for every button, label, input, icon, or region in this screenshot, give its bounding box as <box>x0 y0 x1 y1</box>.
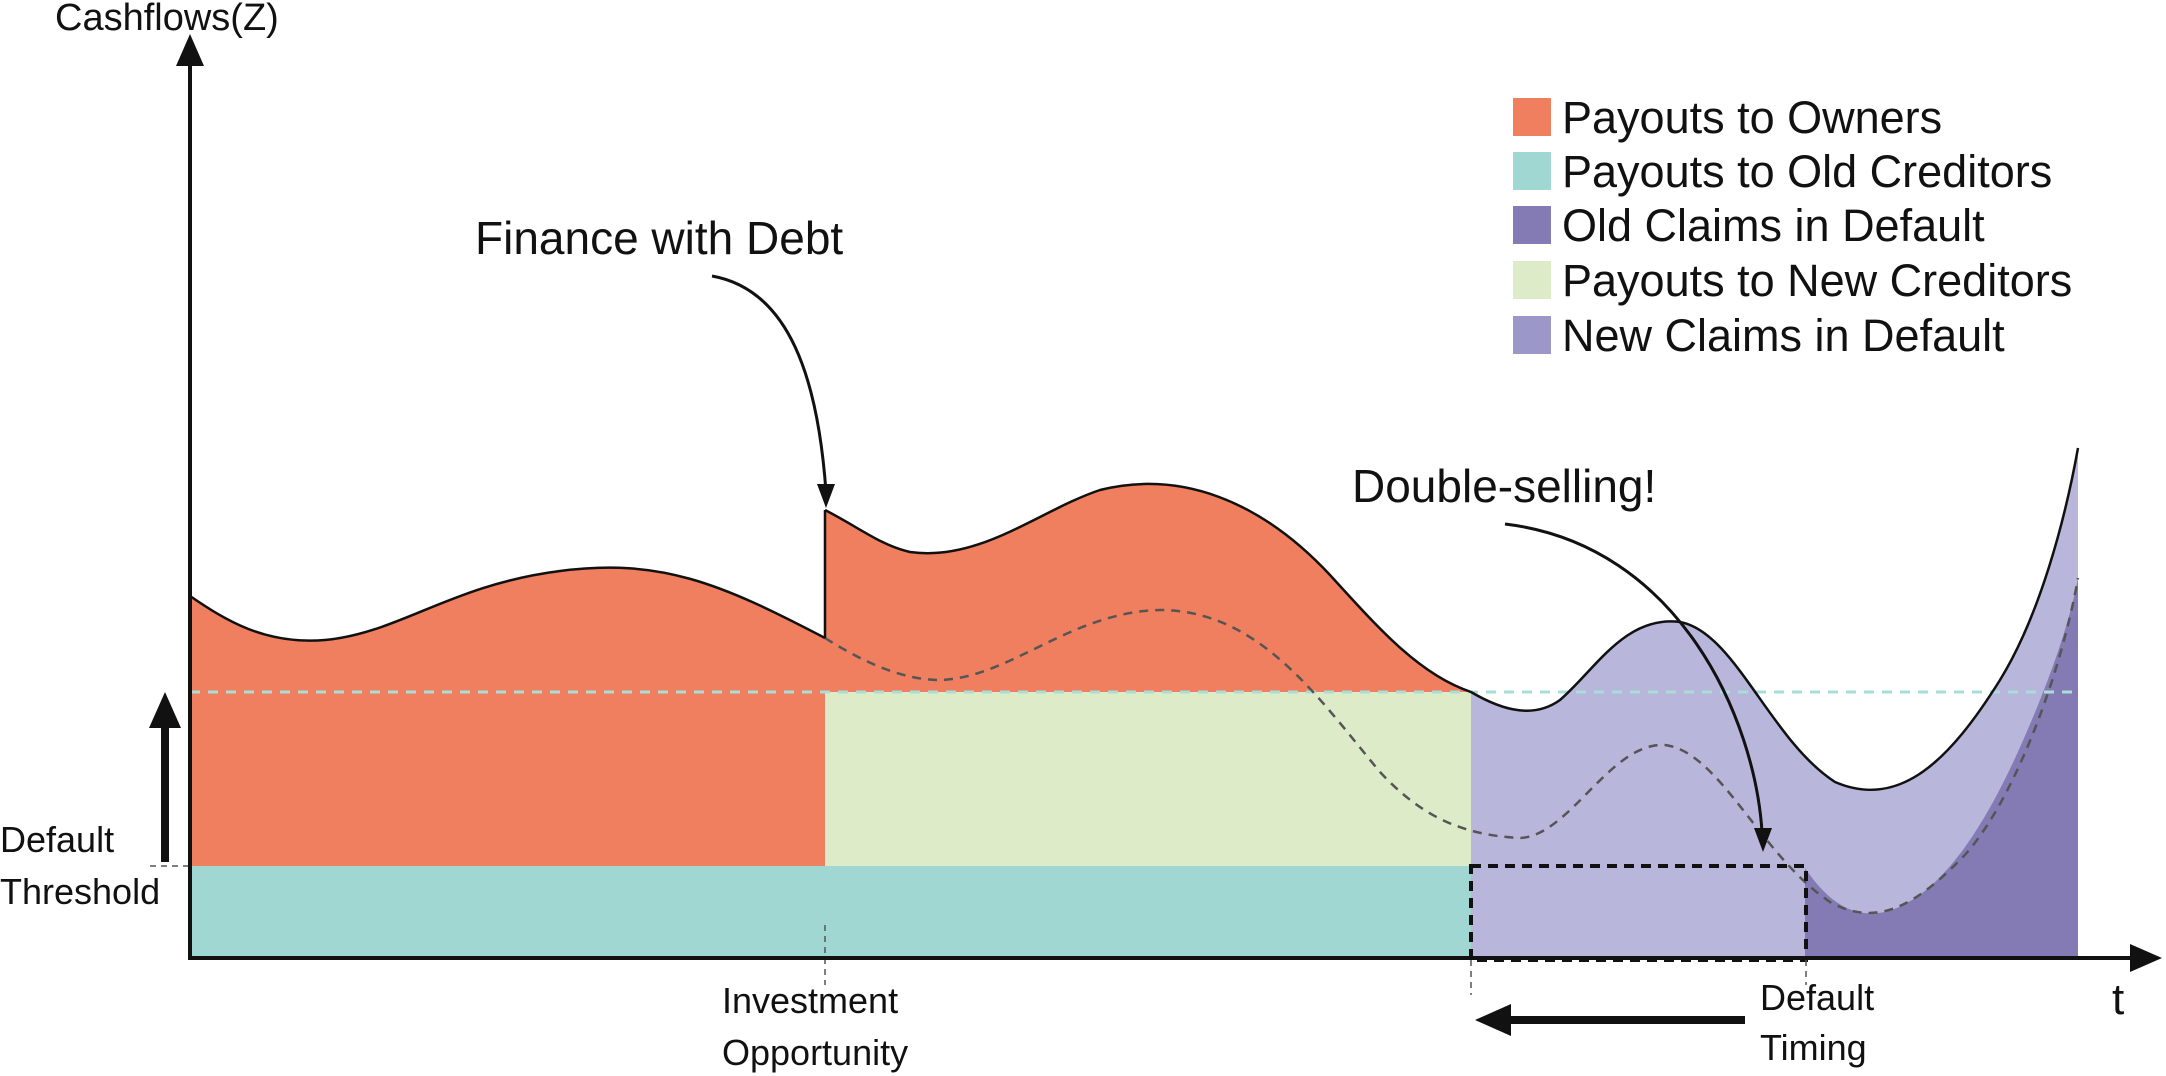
investment-opportunity-label-line2: Opportunity <box>722 1032 908 1073</box>
legend-swatch-new-claims-default <box>1513 316 1551 354</box>
default-threshold-label-line1: Default <box>0 819 114 860</box>
finance-with-debt-arrowhead <box>817 484 835 508</box>
legend-label-owners: Payouts to Owners <box>1562 92 1942 143</box>
shifted-cashflow-dashed-curve <box>824 577 2080 915</box>
default-timing-label-line1: Default <box>1760 977 1874 1018</box>
legend-label-old-claims-default: Old Claims in Default <box>1562 200 1985 251</box>
x-axis-arrowhead <box>2130 944 2162 972</box>
investment-opportunity-label-line1: Investment <box>722 980 898 1021</box>
x-axis-label: t <box>2112 975 2124 1024</box>
finance-with-debt-arrow <box>711 274 828 493</box>
owners-region-after-investment <box>825 483 1471 692</box>
owners-region-before-investment <box>190 567 825 866</box>
default-timing-label-line2: Timing <box>1760 1027 1867 1068</box>
legend-swatch-old-creditors <box>1513 152 1551 190</box>
y-axis-arrowhead <box>176 34 204 66</box>
legend-swatch-owners <box>1513 98 1551 136</box>
cashflow-curve-before-investment <box>189 566 826 642</box>
legend-label-new-creditors: Payouts to New Creditors <box>1562 255 2072 306</box>
legend-label-old-creditors: Payouts to Old Creditors <box>1562 146 2052 197</box>
new-creditors-region <box>825 692 1471 866</box>
legend-swatch-old-claims-default <box>1513 206 1551 244</box>
new-claims-default-region <box>1471 448 2078 960</box>
y-axis-label: Cashflows(Z) <box>55 0 279 39</box>
legend-label-new-claims-default: New Claims in Default <box>1562 310 2005 361</box>
default-threshold-label-line2: Threshold <box>0 871 160 912</box>
old-creditors-region <box>190 866 1471 960</box>
old-claims-default-region <box>1805 578 2078 960</box>
finance-with-debt-label: Finance with Debt <box>475 212 843 264</box>
threshold-up-arrow-head <box>149 692 181 728</box>
legend: Payouts to Owners Payouts to Old Credito… <box>1513 92 2072 361</box>
double-selling-label: Double-selling! <box>1352 460 1656 512</box>
double-selling-arrowhead <box>1754 828 1772 852</box>
double-selling-arrow <box>1504 522 1764 833</box>
timing-left-arrow-head <box>1475 1004 1511 1036</box>
legend-swatch-new-creditors <box>1513 261 1551 299</box>
cashflow-curve-after-investment <box>824 447 2080 792</box>
